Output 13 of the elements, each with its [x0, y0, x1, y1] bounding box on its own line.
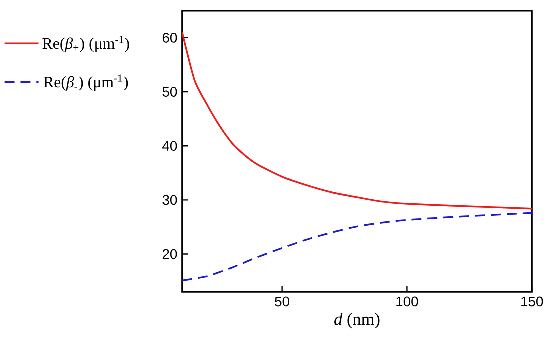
x-tick-label: 50 — [275, 296, 290, 307]
line-series — [182, 212, 532, 282]
y-tick-label: 20 — [162, 249, 178, 260]
legend-label: Re(β$_{-}$) (μm$^{-1}$) — [44, 74, 128, 92]
y-tick-label: 40 — [162, 141, 178, 152]
line-series — [182, 32, 532, 210]
y-tick-label: 50 — [162, 87, 178, 98]
y-tick-label: 60 — [162, 33, 178, 44]
y-tick-label: 30 — [162, 195, 178, 206]
legend-label: Re(β$_{+}$) (μm$^{-1}$) — [42, 36, 130, 52]
x-tick-label: 100 — [396, 296, 418, 307]
x-axis-title: d (nm) — [334, 313, 380, 329]
x-tick-label: 150 — [522, 296, 544, 307]
